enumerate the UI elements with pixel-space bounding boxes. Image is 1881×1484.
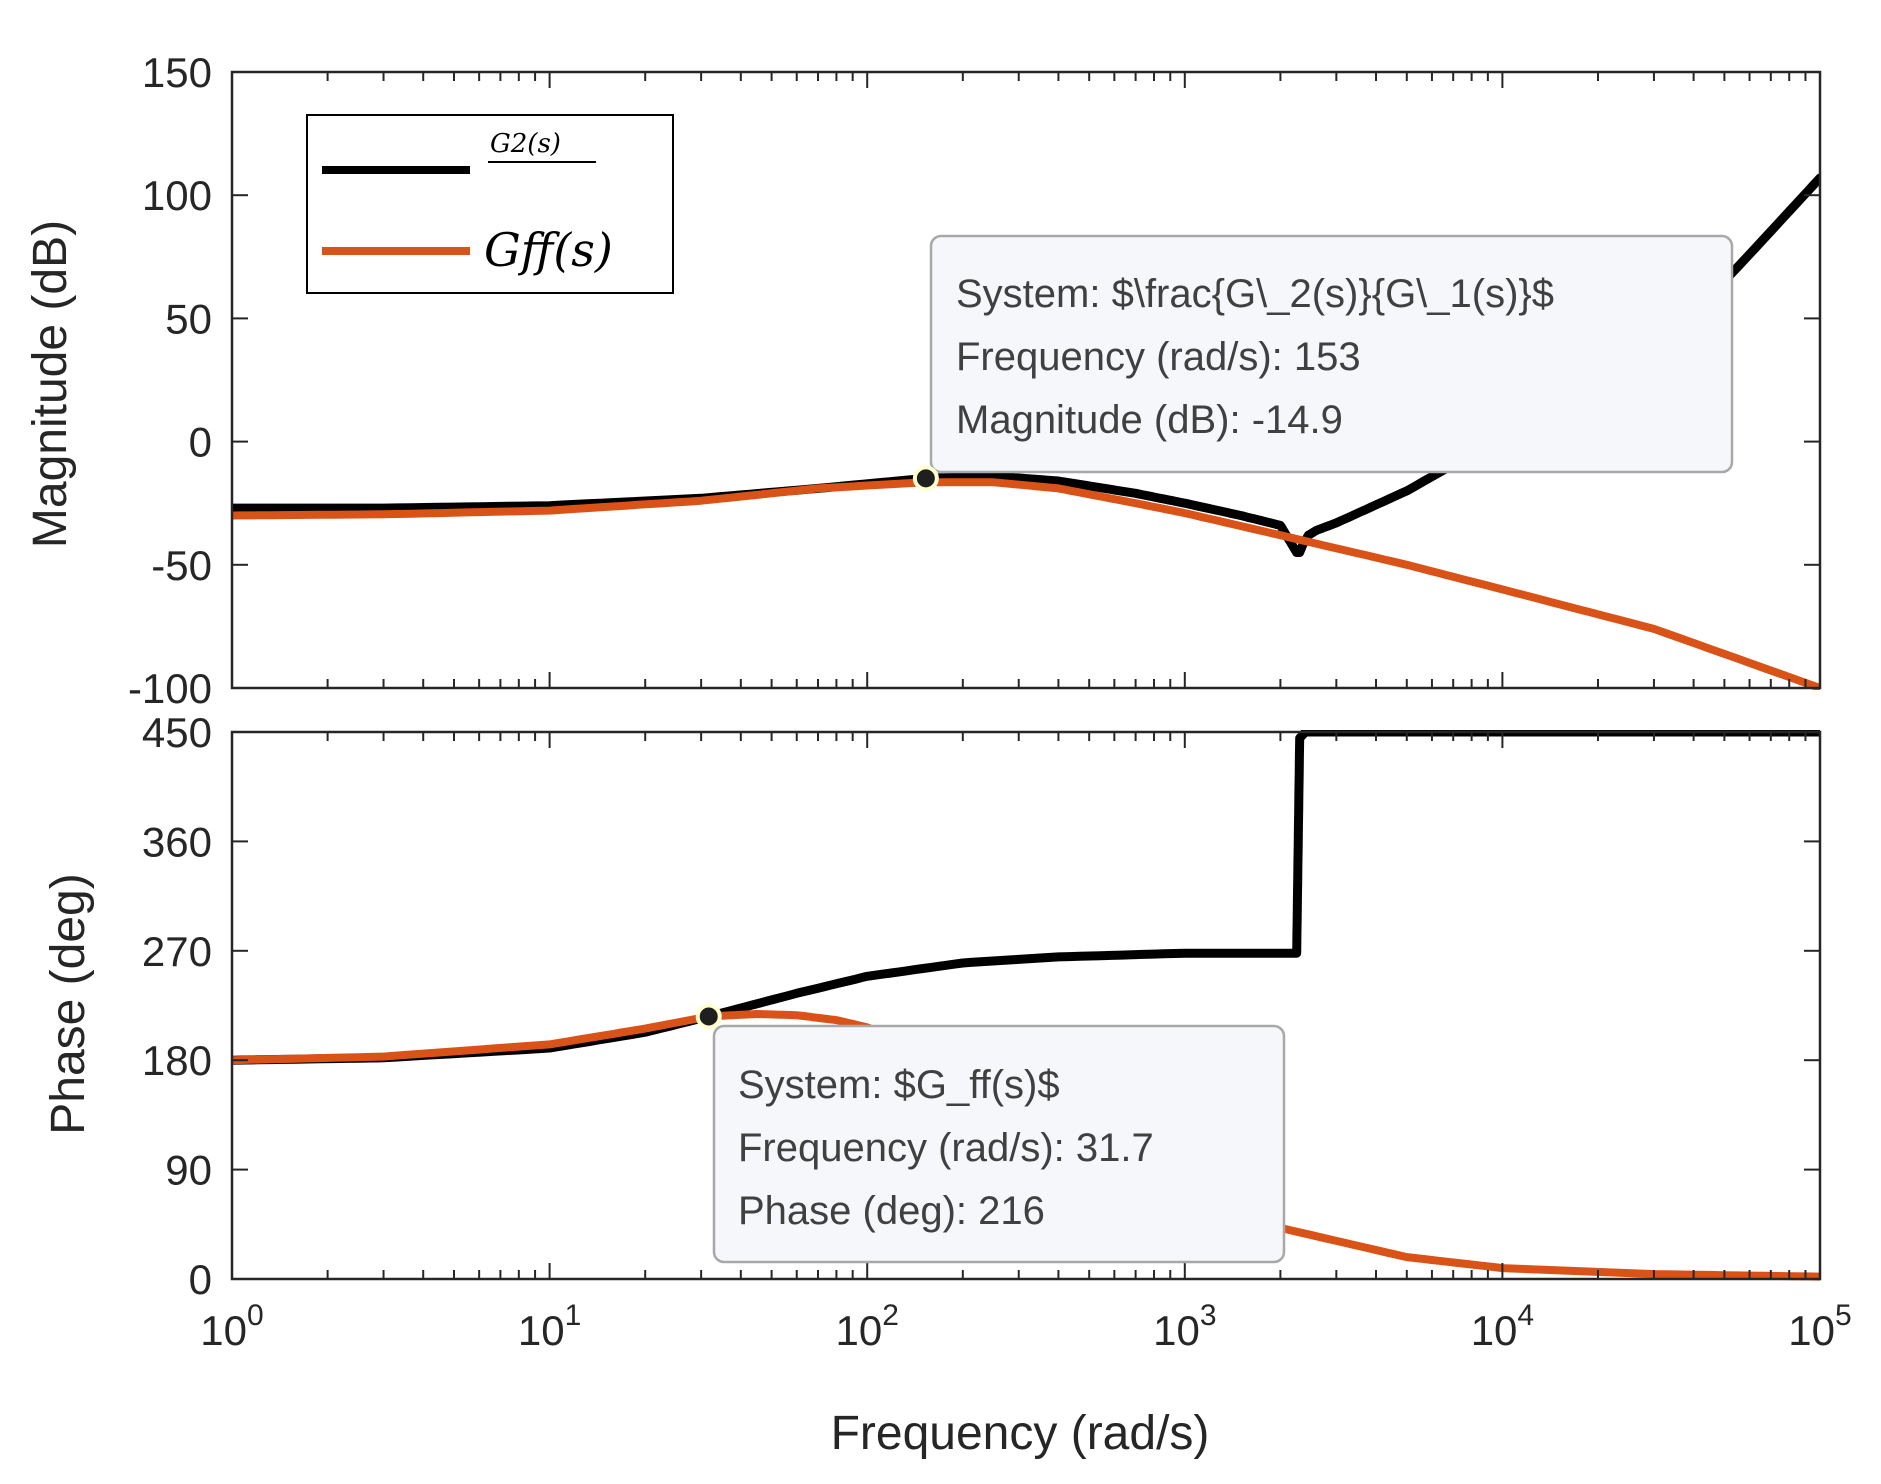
datatip-magnitude-value: Magnitude (dB): -14.9 <box>956 398 1343 442</box>
frequency-tick-label: 100 <box>200 1299 263 1354</box>
legend-box <box>306 114 674 294</box>
magnitude-ytick-label: -100 <box>128 665 212 712</box>
phase-axes-frame <box>230 730 1822 1281</box>
magnitude-ytick-label: 50 <box>165 295 212 342</box>
datatip-phase-marker[interactable] <box>695 1003 722 1030</box>
datatip-magnitude-frequency: Frequency (rad/s): 153 <box>956 335 1361 379</box>
datatip-magnitude[interactable]: System: $\frac{G\_2(s)}{G\_1(s)}$ Freque… <box>929 234 1734 474</box>
phase-ytick-label: 360 <box>142 818 212 865</box>
datatip-magnitude-system: System: $\frac{G\_2(s)}{G\_1(s)}$ <box>956 272 1554 316</box>
magnitude-ytick-label: -50 <box>151 542 212 589</box>
legend-label-ratio: G2(s) <box>488 129 596 163</box>
magnitude-ytick-label: 100 <box>142 172 212 219</box>
phase-axis-title: Phase (deg) <box>42 873 95 1135</box>
phase-ytick-label: 0 <box>189 1256 212 1303</box>
phase-ytick-label: 180 <box>142 1037 212 1084</box>
phase-ytick-label: 90 <box>165 1147 212 1194</box>
legend: G2(s) Gff(s) <box>306 114 674 294</box>
phase-ytick-label: 270 <box>142 928 212 975</box>
datatip-magnitude-box <box>929 234 1734 474</box>
magnitude-axis-title: Magnitude (dB) <box>24 220 77 548</box>
datatip-phase-system: System: $G_ff(s)$ <box>738 1063 1060 1107</box>
phase-axes: 0 90 180 270 360 450 100 101 102 103 104 105 <box>142 709 1852 1354</box>
frequency-tick-label: 103 <box>1153 1299 1216 1354</box>
magnitude-ytick-label: 0 <box>189 419 212 466</box>
datatip-phase-box <box>712 1024 1286 1264</box>
datatip-phase-frequency: Frequency (rad/s): 31.7 <box>738 1126 1154 1170</box>
magnitude-ytick-label: 150 <box>142 49 212 96</box>
datatip-phase-value: Phase (deg): 216 <box>738 1189 1045 1233</box>
phase-ytick-label: 450 <box>142 709 212 756</box>
magnitude-axes-frame <box>230 70 1822 690</box>
frequency-tick-label: 104 <box>1471 1299 1534 1354</box>
frequency-axis-title: Frequency (rad/s) <box>831 1407 1210 1460</box>
frequency-tick-label: 105 <box>1788 1299 1851 1354</box>
legend-label-gff: Gff(s) <box>484 223 613 277</box>
datatip-magnitude-marker[interactable] <box>912 465 939 492</box>
frequency-tick-label: 101 <box>518 1299 581 1354</box>
magnitude-series-gff <box>232 478 1820 690</box>
frequency-tick-label: 102 <box>835 1299 898 1354</box>
legend-ratio-numerator: G2(s) <box>490 129 561 159</box>
datatip-phase[interactable]: System: $G_ff(s)$ Frequency (rad/s): 31.… <box>712 1024 1286 1264</box>
